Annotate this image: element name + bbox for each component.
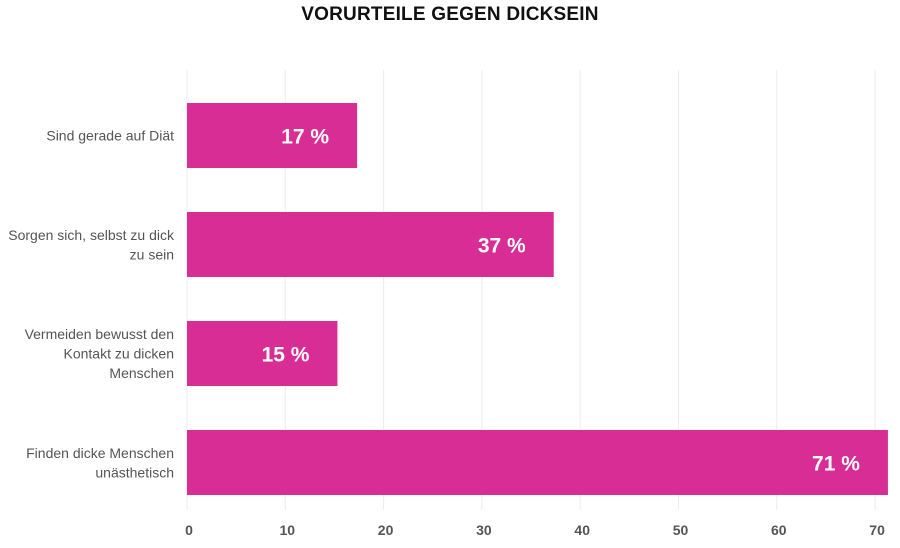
bar-value-label: 15 % xyxy=(262,344,310,367)
bar-value-label: 37 % xyxy=(478,235,526,258)
category-label: Menschen xyxy=(109,365,174,381)
category-label: Kontakt zu dicken xyxy=(63,346,174,362)
chart-title: VORURTEILE GEGEN DICKSEIN xyxy=(301,4,599,25)
bar-value-label: 17 % xyxy=(281,126,329,149)
x-tick-label: 50 xyxy=(673,522,689,538)
category-label: Sind gerade auf Diät xyxy=(46,128,174,144)
x-tick-label: 60 xyxy=(771,522,787,538)
x-tick-label: 40 xyxy=(574,522,590,538)
category-label: unästhetisch xyxy=(95,464,174,480)
x-tick-label: 10 xyxy=(280,522,296,538)
category-label: Finden dicke Menschen xyxy=(26,445,174,461)
x-tick-label: 30 xyxy=(476,522,492,538)
category-label: Sorgen sich, selbst zu dick xyxy=(8,227,175,243)
bar xyxy=(187,103,358,168)
category-label: Vermeiden bewusst den xyxy=(25,326,174,342)
x-tick-label: 20 xyxy=(378,522,394,538)
bar xyxy=(187,430,888,495)
category-label: zu sein xyxy=(130,246,174,262)
bar xyxy=(187,321,338,386)
x-tick-label: 70 xyxy=(869,522,885,538)
bar xyxy=(187,212,554,277)
x-tick-label: 0 xyxy=(185,522,193,538)
bar-value-label: 71 % xyxy=(812,453,860,476)
